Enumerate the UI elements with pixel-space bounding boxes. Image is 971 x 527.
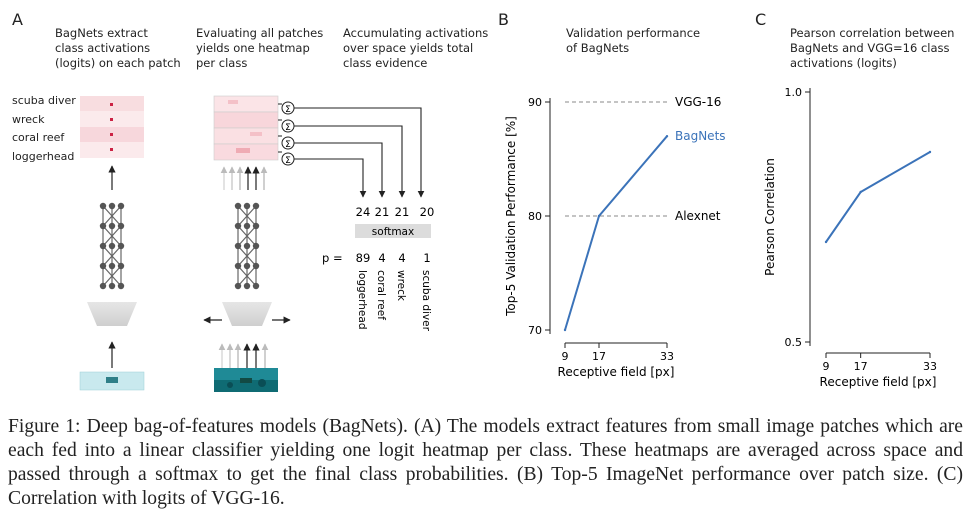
sum-routing-arrows	[294, 107, 425, 198]
y-axis-label: Pearson Correlation	[763, 158, 777, 276]
bagnet-network-icon	[87, 202, 137, 326]
y-tick-label: 80	[528, 210, 542, 223]
sum-symbol: Σ	[285, 140, 291, 150]
chart-pearson-correlation: 0.5 1.0 9 17 33 Receptive field [px] Pearson C…	[763, 86, 937, 389]
y-tick-label: 70	[528, 324, 542, 337]
x-tick-label: 33	[923, 360, 937, 373]
series-label: BagNets	[675, 129, 726, 143]
out-label-loggerhead: loggerhead	[356, 270, 368, 329]
shared-network-icon	[222, 202, 272, 326]
sum-symbol: Σ	[285, 156, 291, 166]
p-equals-label: p =	[322, 251, 343, 265]
y-tick-label: 90	[528, 96, 542, 109]
data-point	[597, 214, 601, 218]
x-tick-label: 17	[592, 350, 606, 363]
logit-loggerhead: 24	[356, 205, 371, 219]
y-axis-label: Top-5 Validation Performance [%]	[504, 116, 518, 317]
chart-validation-performance: 70 80 90 9 17 33 Receptive field [px] Top-5 Val…	[504, 95, 726, 379]
data-point	[665, 135, 669, 138]
class-label-loggerhead: loggerhead	[12, 150, 75, 163]
panel-a-diagram: Σ Σ Σ Σ	[79, 95, 435, 392]
patch-heatmap	[80, 96, 144, 158]
class-label-wreck: wreck	[12, 113, 45, 126]
input-image-patch	[79, 371, 145, 391]
patch-arrows-from-image	[218, 343, 269, 372]
x-axis-label: Receptive field [px]	[820, 375, 937, 389]
reference-line-label: Alexnet	[675, 209, 721, 223]
prob-wreck: 4	[398, 251, 405, 265]
probability-values: 89 4 4 1	[356, 251, 431, 265]
out-label-wreck: wreck	[395, 270, 407, 302]
data-point	[928, 150, 932, 154]
reference-line-label: VGG-16	[675, 95, 721, 109]
x-tick-label: 9	[823, 360, 830, 373]
step2-text: Evaluating all patches yields one heatma…	[196, 26, 324, 70]
series-line	[564, 135, 668, 331]
logit-values: 24 21 21 20	[356, 205, 435, 219]
x-axis-label: Receptive field [px]	[558, 365, 675, 379]
logit-wreck: 21	[395, 205, 410, 219]
stacked-heatmaps	[213, 95, 279, 161]
prob-scuba-diver: 1	[423, 251, 430, 265]
panel-b-label: B	[498, 10, 509, 29]
out-label-scuba-diver: scuba diver	[420, 270, 432, 332]
data-point	[563, 328, 567, 332]
step3-text: Accumulating activations over space yiel…	[343, 26, 489, 70]
prob-loggerhead: 89	[356, 251, 371, 265]
output-class-labels: loggerhead coral reef wreck scuba diver	[356, 270, 432, 332]
data-point	[859, 190, 862, 194]
panel-b-title: Validation performance of BagNets	[566, 26, 701, 55]
figure-caption: Figure 1: Deep bag-of-features models (B…	[8, 416, 963, 509]
step1-text: BagNets extract class activations (logit…	[55, 26, 181, 70]
y-tick-label: 0.5	[785, 336, 803, 349]
panel-c-title: Pearson correlation between BagNets and …	[790, 26, 955, 70]
y-tick-label: 1.0	[785, 86, 803, 99]
softmax-box	[355, 224, 431, 238]
x-tick-label: 9	[562, 350, 569, 363]
prob-coral-reef: 4	[378, 251, 385, 265]
series-line	[825, 151, 931, 243]
sum-symbol: Σ	[285, 123, 291, 133]
out-label-coral-reef: coral reef	[375, 270, 387, 320]
panel-c-label: C	[755, 10, 767, 29]
x-tick-label: 17	[854, 360, 868, 373]
logit-coral-reef: 21	[375, 205, 390, 219]
panel-a-label: A	[12, 10, 23, 29]
logit-scuba-diver: 20	[420, 205, 435, 219]
input-image-full	[214, 368, 278, 392]
class-label-scuba-diver: scuba diver	[12, 94, 76, 107]
class-label-coral-reef: coral reef	[12, 131, 65, 144]
patch-arrows-up	[220, 166, 268, 190]
sum-symbol: Σ	[285, 105, 291, 115]
sum-nodes: Σ Σ Σ Σ	[278, 101, 295, 166]
x-tick-label: 33	[660, 350, 674, 363]
data-point	[824, 240, 828, 244]
softmax-label: softmax	[372, 226, 414, 238]
